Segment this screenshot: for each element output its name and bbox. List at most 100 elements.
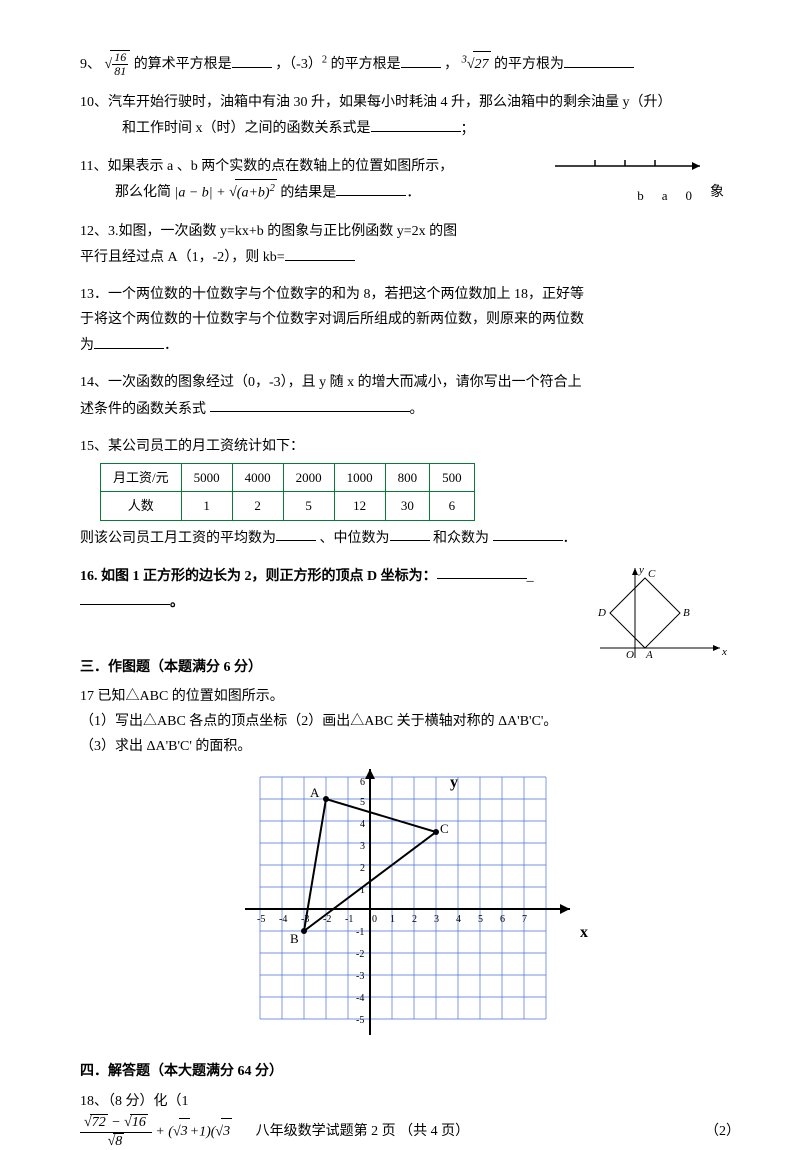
tick: 1 bbox=[360, 885, 365, 896]
tick: 3 bbox=[360, 841, 365, 852]
table-row: 人数 1 2 5 12 30 6 bbox=[101, 492, 475, 520]
tick: 4 bbox=[456, 914, 461, 925]
tick: 6 bbox=[500, 914, 505, 925]
q17-line3: （3）求出 ΔA'B'C' 的面积。 bbox=[80, 734, 740, 759]
point-C: C bbox=[440, 821, 449, 836]
sqrt-exp: 2 bbox=[270, 183, 275, 194]
table-cell: 2000 bbox=[283, 463, 334, 491]
question-9: 9、 √1681 的算术平方根是 ，（-3）2 的平方根是 ， 3√27 的平方… bbox=[80, 50, 740, 78]
blank bbox=[336, 180, 406, 197]
q13-a: 一个两位数的十位数字与个位数字的和为 8，若把这个两位数加上 18，正好等 bbox=[108, 287, 584, 302]
table-cell: 6 bbox=[430, 492, 475, 520]
question-11: 11、如果表示 a 、b 两个实数的点在数轴上的位置如图所示， 那么化简 |a … bbox=[80, 154, 740, 207]
r16: 16 bbox=[130, 1114, 148, 1132]
tick: 5 bbox=[478, 914, 483, 925]
q11-trail: 象 bbox=[710, 154, 740, 205]
tick: 2 bbox=[412, 914, 417, 925]
page-footer-inline: 八年级数学试题第 2 页 （共 4 页） bbox=[256, 1124, 470, 1139]
axis-y-label: y bbox=[450, 774, 458, 791]
label-B: B bbox=[683, 607, 690, 619]
tick: 0 bbox=[372, 914, 377, 925]
q15-tail-c: 和众数为 bbox=[433, 530, 493, 545]
q15-prefix: 15、 bbox=[80, 439, 108, 454]
diamond-figure: O A B C D x y bbox=[590, 563, 730, 668]
blank bbox=[276, 525, 316, 542]
q12-text: 3.如图，一次函数 y=kx+b 的图象与正比例函数 y=2x 的图 bbox=[108, 224, 457, 239]
label-D: D bbox=[597, 607, 606, 619]
table-cell: 12 bbox=[334, 492, 385, 520]
r72: 72 bbox=[90, 1114, 108, 1132]
plus1: +1)( bbox=[190, 1124, 216, 1139]
number-line-svg bbox=[550, 154, 710, 184]
q11-line1: 如果表示 a 、b 两个实数的点在数轴上的位置如图所示， bbox=[107, 159, 453, 174]
q13-b: 于将这个两位数的十位数字与个位数字对调后所组成的新两位数，则原来的两位数 bbox=[80, 312, 584, 327]
table-cell: 30 bbox=[385, 492, 430, 520]
plus: + ( bbox=[155, 1124, 173, 1139]
tick: 1 bbox=[390, 914, 395, 925]
table-cell: 5000 bbox=[181, 463, 232, 491]
sqrt-expr: √(a+b)2 bbox=[229, 185, 277, 200]
q10-text-a: 汽车开始行驶时，油箱中有油 30 升，如果每小时耗油 4 升，那么油箱中的剩余油… bbox=[108, 95, 672, 110]
label-0: 0 bbox=[686, 188, 711, 203]
r3b: 3 bbox=[221, 1118, 232, 1144]
point-A: A bbox=[310, 785, 320, 800]
root-index: 3 bbox=[462, 54, 467, 65]
question-10: 10、汽车开始行驶时，油箱中有油 30 升，如果每小时耗油 4 升，那么油箱中的… bbox=[80, 90, 740, 141]
question-15: 15、某公司员工的月工资统计如下： 月工资/元 5000 4000 2000 1… bbox=[80, 434, 740, 551]
table-cell: 500 bbox=[430, 463, 475, 491]
q18-expr: √72 − √16 √8 + (√3+1)(√3 八年级数学试题第 2 页 （共… bbox=[80, 1114, 469, 1150]
q9-prefix: 9、 bbox=[80, 57, 101, 72]
q11-line2b: 的结果是 bbox=[280, 185, 336, 200]
table-cell: 4000 bbox=[232, 463, 283, 491]
tick: -4 bbox=[279, 914, 287, 925]
tick: 5 bbox=[360, 797, 365, 808]
abs-expr: |a − b| + bbox=[175, 185, 230, 200]
q18-intro: 18、（8 分）化（1 bbox=[80, 1089, 740, 1114]
question-12: 12、3.如图，一次函数 y=kx+b 的图象与正比例函数 y=2x 的图 平行… bbox=[80, 219, 740, 270]
table-cell: 1000 bbox=[334, 463, 385, 491]
tick: -1 bbox=[345, 914, 353, 925]
q18-expression-row: √72 − √16 √8 + (√3+1)(√3 八年级数学试题第 2 页 （共… bbox=[80, 1114, 740, 1150]
q16-prefix: 16. bbox=[80, 568, 101, 583]
r3a: 3 bbox=[179, 1118, 190, 1144]
tick: 3 bbox=[434, 914, 439, 925]
section-4-title: 四．解答题（本大题满分 64 分） bbox=[80, 1059, 740, 1084]
question-13: 13．一个两位数的十位数字与个位数字的和为 8，若把这个两位数加上 18，正好等… bbox=[80, 282, 740, 358]
tick: 2 bbox=[360, 863, 365, 874]
coordinate-grid: A B C -5 -4 -3 -2 -1 0 1 2 3 4 5 6 7 1 2… bbox=[220, 767, 600, 1047]
tick: -1 bbox=[356, 927, 364, 938]
blank bbox=[94, 332, 164, 349]
point-B: B bbox=[290, 931, 299, 946]
q15-tail-a: 则该公司员工月工资的平均数为 bbox=[80, 530, 276, 545]
blank bbox=[232, 51, 272, 68]
q16-c: 。 bbox=[170, 594, 184, 609]
tick: 7 bbox=[522, 914, 527, 925]
salary-table: 月工资/元 5000 4000 2000 1000 800 500 人数 1 2… bbox=[100, 463, 475, 521]
blank bbox=[493, 525, 563, 542]
q17-line1: 17 已知△ABC 的位置如图所示。 bbox=[80, 684, 740, 709]
label-a: a bbox=[662, 188, 686, 203]
table-cell: 1 bbox=[181, 492, 232, 520]
blank bbox=[401, 51, 441, 68]
sqrt-frac: √1681 bbox=[105, 57, 131, 72]
tick: -5 bbox=[356, 1015, 364, 1026]
label-x: x bbox=[721, 646, 727, 658]
q12-prefix: 12、 bbox=[80, 224, 108, 239]
label-y: y bbox=[638, 564, 644, 576]
blank bbox=[390, 525, 430, 542]
q12-line2: 平行且经过点 A（1，-2），则 kb= bbox=[80, 250, 285, 265]
q18-part2: （2） bbox=[705, 1119, 740, 1144]
q13-prefix: 13． bbox=[80, 287, 108, 302]
blank bbox=[564, 51, 634, 68]
q9-text-c: 的平方根是 bbox=[331, 57, 401, 72]
label-b: b bbox=[637, 188, 662, 203]
blank bbox=[80, 589, 170, 606]
exponent: 2 bbox=[322, 54, 327, 65]
q10-text-c: ； bbox=[461, 121, 475, 136]
q11-prefix: 11、 bbox=[80, 159, 107, 174]
table-cell: 2 bbox=[232, 492, 283, 520]
question-18: 18、（8 分）化（1 √72 − √16 √8 + (√3+1)(√3 八年级… bbox=[80, 1089, 740, 1150]
table-cell: 人数 bbox=[101, 492, 182, 520]
q14-prefix: 14、 bbox=[80, 375, 108, 390]
tick: -4 bbox=[356, 993, 364, 1004]
